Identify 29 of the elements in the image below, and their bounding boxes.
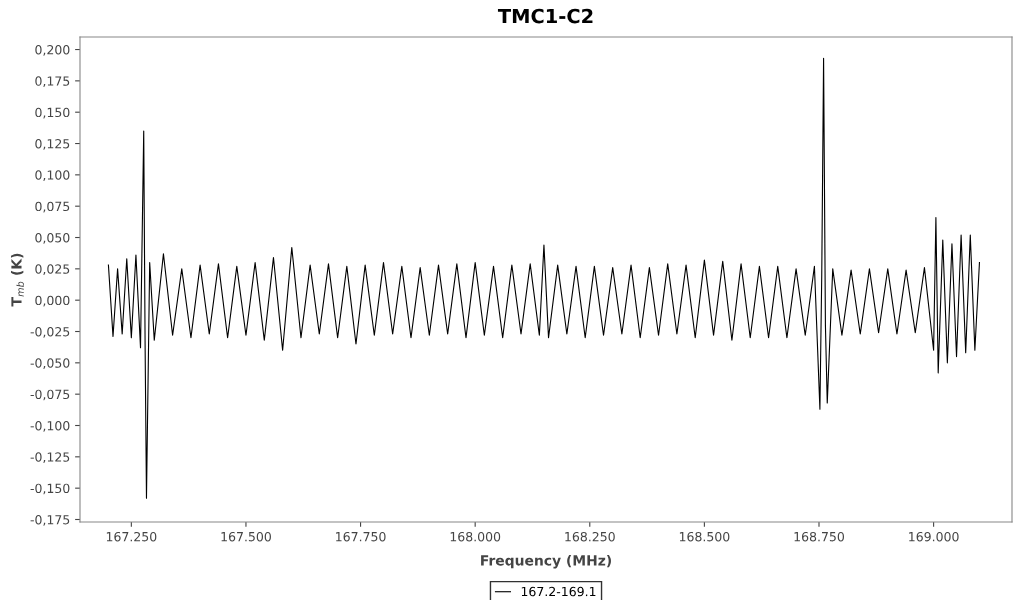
y-tick-label: -0,075	[30, 389, 70, 401]
y-tick-label: 0,075	[35, 201, 70, 213]
x-tick-label: 169.000	[909, 531, 959, 542]
y-tick-label: 0,125	[35, 139, 70, 150]
chart-title: TMC1-C2	[497, 8, 593, 24]
x-tick-label: 168.000	[450, 531, 501, 542]
y-axis-title: T$_{mb}$ (K)	[10, 253, 24, 307]
x-tick-label: 168.250	[565, 531, 615, 542]
y-tick-label: -0,100	[30, 420, 70, 432]
y-tick-label: 0,100	[35, 170, 70, 182]
y-tick-label: -0,150	[30, 483, 70, 495]
y-tick-label: -0,175	[30, 514, 70, 526]
x-tick-label: 167.500	[221, 531, 271, 542]
x-tick-label: 168.500	[679, 531, 730, 542]
y-tick-label: -0,125	[30, 452, 70, 464]
line-series	[107, 57, 981, 499]
y-tick-label: 0,000	[35, 295, 70, 307]
y-tick-label: -0,025	[30, 326, 70, 338]
y-tick-label: 0,025	[35, 264, 70, 276]
y-tick-label: 0,150	[35, 107, 70, 119]
y-tick-label: 0,050	[35, 232, 70, 244]
y-tick-label: 0,200	[35, 45, 70, 56]
x-tick-label: 168.750	[794, 531, 845, 542]
x-tick-label: 167.750	[336, 531, 386, 542]
y-tick-label: 0,175	[35, 76, 70, 88]
legend-label: 167.2-169.1	[521, 586, 596, 597]
x-axis-title: Frequency (MHz)	[481, 554, 611, 569]
y-tick-label: -0,050	[30, 358, 70, 370]
x-tick-label: 167.250	[106, 531, 157, 542]
